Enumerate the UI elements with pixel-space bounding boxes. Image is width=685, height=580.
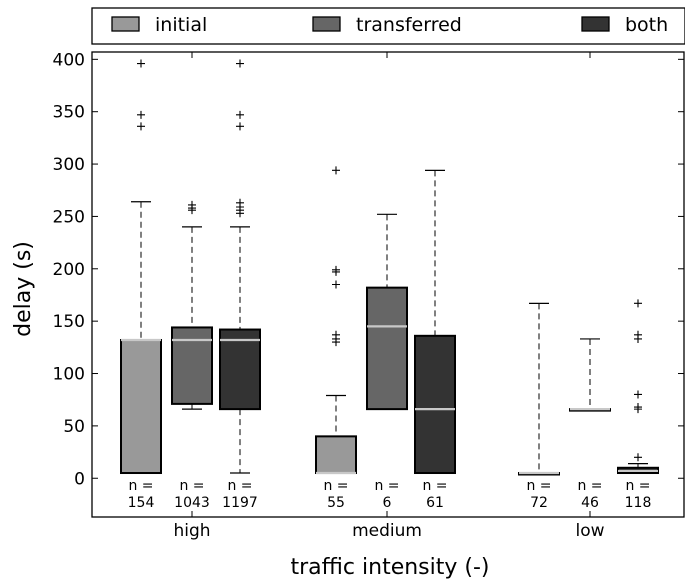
outlier-point	[137, 59, 145, 68]
outlier-point	[634, 403, 642, 412]
box-medium-both: n =61	[414, 169, 456, 511]
legend-swatch-both	[581, 16, 610, 32]
n-label: n =	[323, 478, 348, 494]
n-value: 61	[426, 495, 444, 511]
box-low-initial: n =72	[518, 302, 560, 511]
y-tick-label: 300	[53, 155, 85, 175]
n-label: n =	[526, 478, 551, 494]
y-tick-label: 250	[53, 207, 85, 227]
plot-area: 0 50 100 150 200 250 300 350 400 high medium low n =…	[53, 50, 685, 541]
outlier-point	[188, 200, 196, 209]
n-value: 46	[581, 495, 599, 511]
legend-swatch-initial	[111, 16, 140, 32]
box-medium-initial: n =55	[315, 166, 357, 511]
n-value: 118	[625, 495, 652, 511]
box-low-both: n =118	[617, 299, 659, 511]
n-value: 154	[128, 495, 155, 511]
box-body	[414, 334, 456, 475]
n-label: n =	[128, 478, 153, 494]
n-value: 1043	[174, 495, 210, 511]
n-value: 72	[530, 495, 548, 511]
legend-label-both: both	[625, 14, 668, 36]
outlier-point	[236, 59, 244, 68]
n-label: n =	[625, 478, 650, 494]
x-axis-title: traffic intensity (-)	[291, 555, 490, 580]
n-label: n =	[577, 478, 602, 494]
box-low-transferred: n =46	[569, 338, 611, 511]
legend: initial transferred both	[91, 7, 685, 45]
outlier-point	[332, 330, 340, 339]
y-tick-label: 50	[63, 417, 85, 437]
box-body	[219, 328, 261, 411]
legend-label-initial: initial	[155, 14, 207, 36]
box-medium-transferred: n =6	[366, 213, 408, 511]
box-body	[120, 339, 162, 475]
n-value: 1197	[222, 495, 258, 511]
legend-swatch-transferred	[312, 16, 341, 32]
n-label: n =	[374, 478, 399, 494]
box-high-both: n =1197	[219, 59, 261, 511]
outlier-point	[236, 122, 244, 131]
y-tick-label: 200	[53, 260, 85, 280]
y-axis-title: delay (s)	[11, 241, 36, 337]
plot-frame	[91, 51, 685, 518]
x-tick-label: medium	[352, 521, 422, 541]
outlier-point	[634, 453, 642, 462]
box-body	[315, 435, 357, 475]
legend-label-transferred: transferred	[356, 14, 462, 36]
outlier-point	[236, 110, 244, 119]
outlier-point	[634, 330, 642, 339]
outlier-point	[332, 280, 340, 289]
x-tick-label: high	[173, 521, 210, 541]
n-label: n =	[179, 478, 204, 494]
n-value: 55	[327, 495, 345, 511]
y-tick-label: 150	[53, 312, 85, 332]
outlier-point	[634, 390, 642, 399]
outlier-point	[332, 265, 340, 274]
y-tick-label: 350	[53, 103, 85, 123]
outlier-point	[236, 198, 244, 207]
outlier-point	[137, 122, 145, 131]
outlier-point	[634, 299, 642, 308]
x-tick-label: low	[575, 521, 604, 541]
y-tick-label: 400	[53, 50, 85, 70]
box-body	[366, 286, 408, 411]
box-high-initial: n =154	[120, 59, 162, 511]
y-tick-label: 0	[74, 469, 85, 489]
n-value: 6	[383, 495, 392, 511]
n-label: n =	[422, 478, 447, 494]
n-label: n =	[227, 478, 252, 494]
y-tick-label: 100	[53, 365, 85, 385]
outlier-point	[137, 110, 145, 119]
outlier-point	[332, 166, 340, 175]
box-high-transferred: n =1043	[171, 200, 213, 511]
